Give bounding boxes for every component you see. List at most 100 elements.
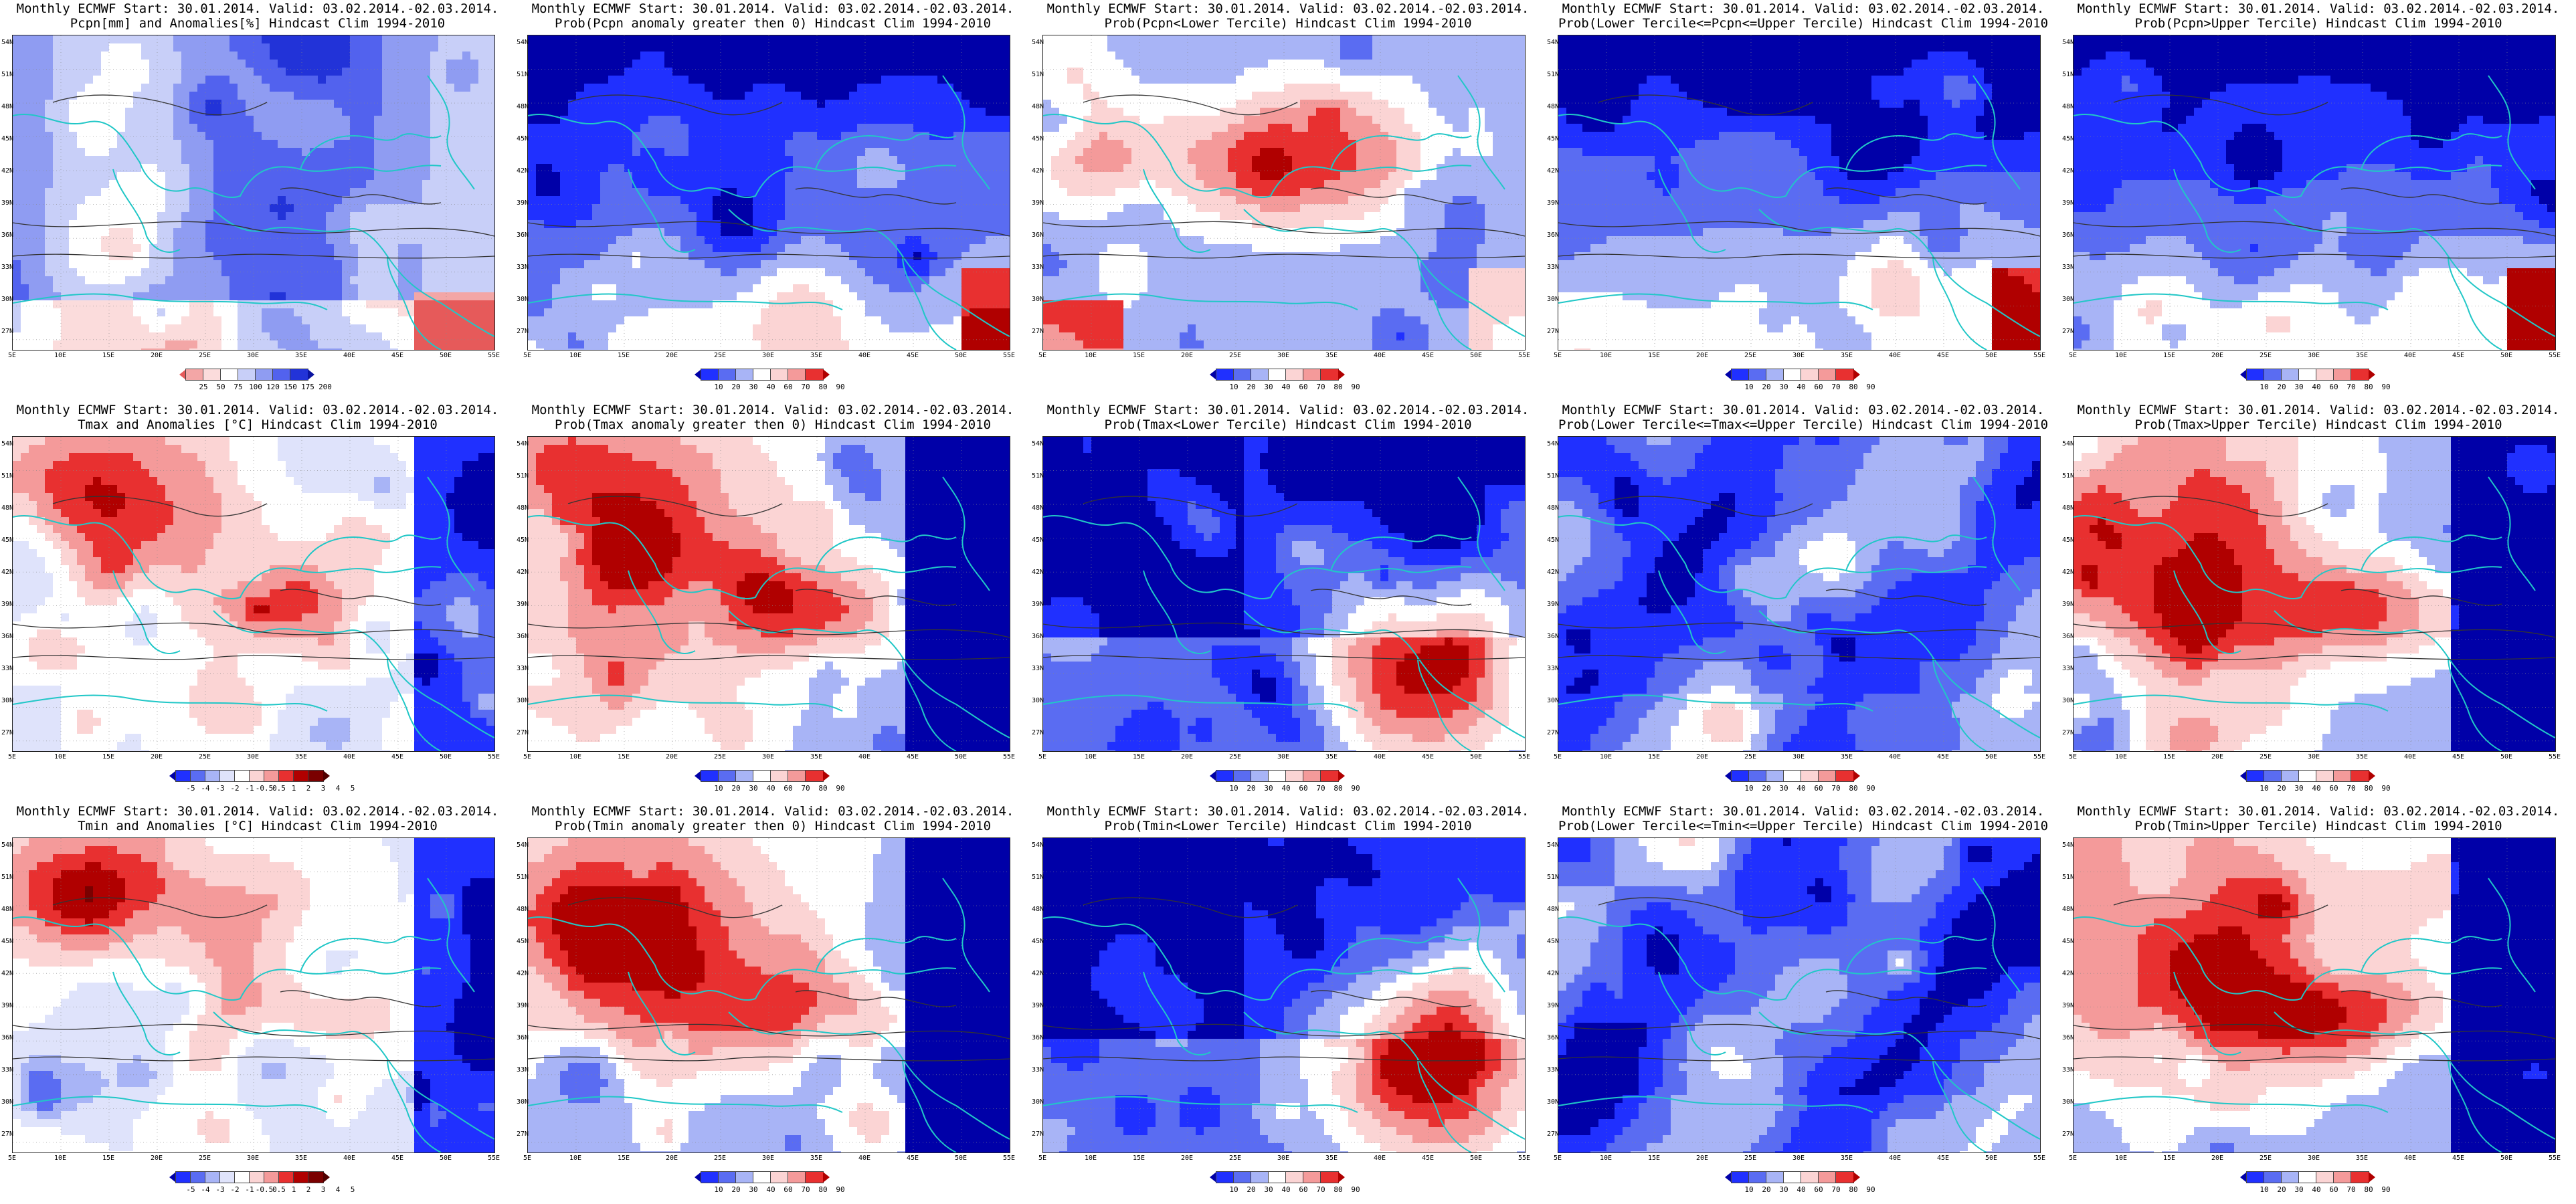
colorbar-tick-label: 30 [749, 383, 757, 391]
longitude-label: 25E [1744, 1155, 1756, 1162]
latitude-label: 45N [1032, 536, 1044, 544]
longitude-label: 50E [1470, 352, 1482, 359]
map-field [1558, 35, 2040, 350]
longitude-label: 15E [102, 753, 114, 761]
forecast-map [12, 436, 495, 752]
latitude-label: 27N [2062, 729, 2074, 736]
latitude-label: 51N [517, 472, 529, 480]
colorbar-cell [1731, 369, 1750, 381]
colorbar-arrow-left [695, 369, 701, 380]
colorbar-arrow-right [823, 771, 830, 781]
longitude-label: 50E [955, 352, 967, 359]
forecast-map [1042, 837, 1526, 1153]
longitude-label: 30E [2308, 1155, 2320, 1162]
colorbar-tick-label: 2 [306, 1185, 311, 1194]
latitude-label: 51N [2062, 874, 2074, 881]
longitude-label: 35E [1841, 1155, 1853, 1162]
forecast-map [1558, 436, 2041, 752]
colorbar-cell [1801, 369, 1819, 381]
longitude-label: 40E [1889, 352, 1901, 359]
longitude-label: 50E [1470, 753, 1482, 761]
colorbar-tick-label: 20 [2277, 784, 2286, 793]
longitude-label: 15E [618, 1155, 630, 1162]
longitude-label: 55E [2549, 753, 2561, 761]
colorbar-tick-label: 90 [2381, 784, 2390, 793]
longitude-label: 10E [569, 1155, 581, 1162]
longitude-label: 55E [2033, 352, 2045, 359]
colorbar-cell [1251, 770, 1269, 782]
longitude-label: 15E [618, 753, 630, 761]
panel-title-line1: Monthly ECMWF Start: 30.01.2014. Valid: … [2061, 403, 2576, 417]
colorbar-tick-label: 40 [1797, 784, 1805, 793]
latitude-label: 48N [1547, 103, 1559, 110]
colorbar-cell [701, 1171, 719, 1183]
colorbar-arrow-left [1725, 369, 1732, 380]
colorbar-cell [219, 1171, 236, 1183]
latitude-label: 48N [1032, 504, 1044, 512]
colorbar-arrow-left [1210, 1172, 1216, 1183]
longitude-label: 35E [810, 1155, 822, 1162]
colorbar-cell [1216, 1171, 1234, 1183]
panel-title-line2: Prob(Tmax>Upper Tercile) Hindcast Clim 1… [2061, 417, 2576, 432]
longitude-label: 40E [858, 352, 870, 359]
colorbar-cell [1766, 1171, 1784, 1183]
latitude-label: 42N [1032, 970, 1044, 977]
longitude-label: 55E [1518, 352, 1530, 359]
latitude-label: 33N [2062, 264, 2074, 271]
longitude-label: 45E [2452, 753, 2464, 761]
latitude-label: 48N [2062, 103, 2074, 110]
latitude-label: 33N [1, 1066, 13, 1074]
latitude-label: 48N [1032, 103, 1044, 110]
panel-title-line2: Prob(Lower Tercile<=Tmax<=Upper Tercile)… [1546, 417, 2061, 432]
colorbar-arrow-left [179, 369, 186, 380]
latitude-label: 45N [1, 536, 13, 544]
longitude-label: 30E [2308, 753, 2320, 761]
colorbar-tick-label: 60 [2329, 383, 2338, 391]
colorbar-tick-label: 1 [292, 784, 296, 793]
latitude-label: 30N [2062, 697, 2074, 704]
colorbar-cell [293, 1171, 309, 1183]
latitude-label: 39N [1032, 199, 1044, 207]
longitude-label: 55E [2549, 352, 2561, 359]
colorbar-arrow-right [1338, 1172, 1345, 1183]
colorbar-tick-label: 10 [2260, 383, 2268, 391]
longitude-label: 55E [2549, 1155, 2561, 1162]
latitude-label: 36N [1032, 1034, 1044, 1041]
latitude-label: 51N [1547, 71, 1559, 78]
longitude-label: 50E [440, 352, 452, 359]
latitude-label: 27N [1032, 328, 1044, 335]
colorbar-cell [1320, 369, 1339, 381]
colorbar-tick-label: 60 [2329, 784, 2338, 793]
colorbar-tick-label: 30 [749, 784, 757, 793]
latitude-label: 27N [1547, 1130, 1559, 1138]
colorbar-tick-label: 80 [1333, 383, 1342, 391]
latitude-label: 30N [1032, 296, 1044, 303]
longitude-label: 55E [1003, 352, 1015, 359]
map-field [528, 35, 1010, 350]
colorbar-tick-label: 0.5 [272, 1185, 286, 1194]
latitude-label: 39N [1, 199, 13, 207]
longitude-label: 20E [1181, 753, 1193, 761]
latitude-label: 30N [517, 697, 529, 704]
map-field [1043, 35, 1525, 350]
longitude-label: 15E [1133, 753, 1145, 761]
colorbar-tick-label: -3 [215, 784, 224, 793]
colorbar-cell [805, 369, 824, 381]
colorbar-cell [1818, 1171, 1837, 1183]
latitude-label: 42N [517, 167, 529, 175]
latitude-label: 36N [1032, 231, 1044, 239]
colorbar-cell [185, 369, 204, 381]
colorbar-tick-label: 90 [2381, 1185, 2390, 1194]
longitude-label: 40E [1374, 352, 1386, 359]
colorbar [2240, 1171, 2375, 1183]
latitude-label: 30N [517, 296, 529, 303]
colorbar-arrow-left [695, 771, 701, 781]
latitude-label: 42N [2062, 167, 2074, 175]
colorbar-cell [1783, 1171, 1802, 1183]
colorbar-cell [1818, 770, 1837, 782]
longitude-label: 35E [810, 352, 822, 359]
colorbar-arrow-right [823, 369, 830, 380]
colorbar-cell [1835, 770, 1854, 782]
colorbar-cell [272, 369, 291, 381]
colorbar-tick-label: 20 [2277, 1185, 2286, 1194]
